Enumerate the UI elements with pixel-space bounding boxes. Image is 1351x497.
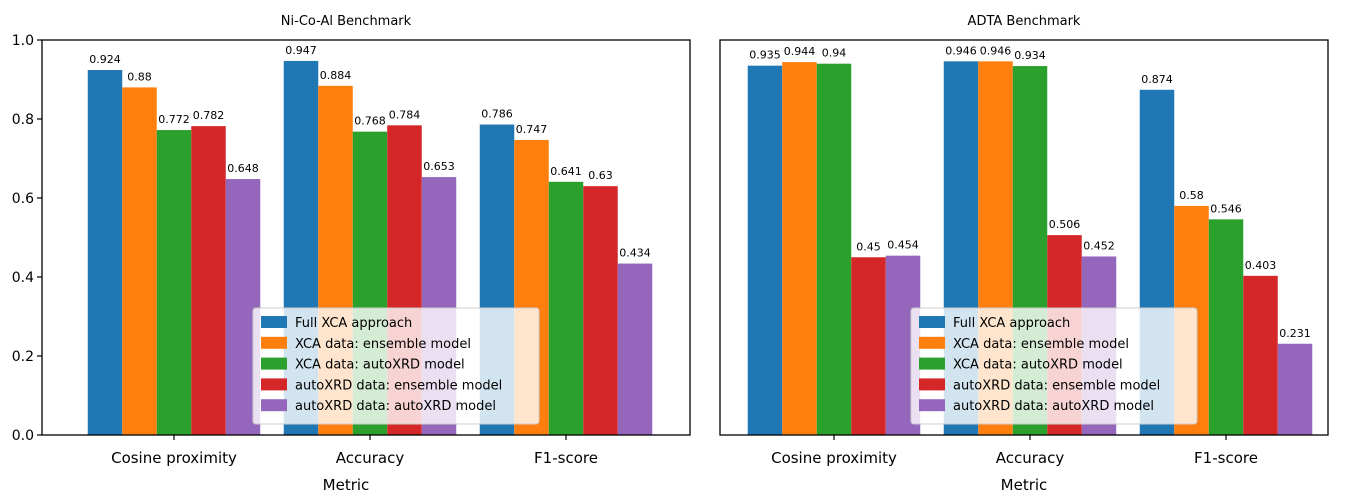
bar-value-label: 0.786 <box>481 108 513 121</box>
legend-swatch <box>261 357 287 370</box>
legend-label: autoXRD data: autoXRD model <box>953 399 1154 414</box>
legend-swatch <box>919 357 945 370</box>
bar-value-label: 0.231 <box>1279 327 1311 340</box>
legend-swatch <box>919 378 945 391</box>
x-tick-label: F1-score <box>1194 449 1258 467</box>
legend-label: XCA data: ensemble model <box>295 337 471 352</box>
chart-title: Ni-Co-Al Benchmark <box>281 14 412 29</box>
legend-label: Full XCA approach <box>953 316 1070 331</box>
legend-swatch <box>261 336 287 349</box>
legend-box <box>252 307 540 425</box>
y-tick-label: 0.4 <box>12 270 34 286</box>
bar-value-label: 0.924 <box>89 53 121 66</box>
chart-title: ADTA Benchmark <box>968 14 1081 29</box>
y-tick-label: 1.0 <box>12 33 34 49</box>
bar-value-label: 0.772 <box>158 113 190 126</box>
bar <box>1208 219 1244 435</box>
x-axis-label: Metric <box>323 476 370 494</box>
bar-value-label: 0.454 <box>887 239 919 252</box>
bar-value-label: 0.546 <box>1210 202 1242 215</box>
bar-value-label: 0.935 <box>749 49 781 62</box>
bar <box>816 63 852 435</box>
bar <box>87 70 123 436</box>
bar-value-label: 0.947 <box>285 44 317 57</box>
x-tick-label: F1-score <box>534 449 598 467</box>
axes-frame <box>41 39 691 436</box>
bar-value-label: 0.94 <box>822 47 847 60</box>
bar-value-label: 0.452 <box>1083 239 1115 252</box>
x-tick-label: Accuracy <box>336 449 405 467</box>
bar-value-label: 0.944 <box>784 45 816 58</box>
bar <box>1243 275 1278 435</box>
legend-swatch <box>261 316 287 328</box>
axes-frame <box>719 39 1329 436</box>
bar-value-label: 0.768 <box>354 115 386 128</box>
legend-label: XCA data: autoXRD model <box>295 358 465 373</box>
x-tick-label: Cosine proximity <box>771 449 897 467</box>
x-axis-label: Metric <box>1001 476 1048 494</box>
bar-value-label: 0.884 <box>320 69 352 82</box>
chart-panel-adta: ADTA Benchmark 0.935 0.946 0.874 0.944 0.946… <box>719 14 1329 494</box>
bar-value-label: 0.874 <box>1141 73 1173 86</box>
chart-panel-ni-co-al: Ni-Co-Al Benchmark 0.924 0.947 0.786 0.88 0.… <box>12 14 691 494</box>
plot-area: 0.935 0.946 0.874 0.944 0.946 0.58 0.94 0.934 0.… <box>719 39 1329 467</box>
bar-value-label: 0.648 <box>227 162 259 175</box>
bar <box>583 186 618 435</box>
bar-value-label: 0.784 <box>389 108 421 121</box>
legend-swatch <box>919 399 945 412</box>
legend-label: autoXRD data: ensemble model <box>953 378 1160 393</box>
bar <box>156 130 192 435</box>
bar-value-label: 0.434 <box>619 247 651 260</box>
x-tick-label: Accuracy <box>996 449 1065 467</box>
bar-value-label: 0.641 <box>550 165 582 178</box>
bar-value-label: 0.45 <box>856 240 881 253</box>
bar-value-label: 0.506 <box>1049 218 1081 231</box>
bar-value-label: 0.946 <box>945 44 977 57</box>
bar-value-label: 0.934 <box>1014 49 1046 62</box>
legend-swatch <box>919 336 945 349</box>
bar <box>782 62 817 436</box>
bar-value-label: 0.88 <box>127 70 152 83</box>
legend-label: XCA data: ensemble model <box>953 337 1129 352</box>
bar-value-label: 0.782 <box>193 109 225 122</box>
bar <box>548 181 584 435</box>
bar <box>851 257 886 435</box>
legend-label: autoXRD data: ensemble model <box>295 378 502 393</box>
bar <box>191 126 226 436</box>
bar-value-label: 0.403 <box>1245 259 1277 272</box>
bar-value-label: 0.747 <box>516 123 548 136</box>
legend-swatch <box>261 399 287 412</box>
legend-swatch <box>261 378 287 391</box>
y-tick-label: 0.2 <box>12 349 34 365</box>
bar <box>617 263 653 435</box>
y-tick-label: 0.8 <box>12 112 34 128</box>
y-tick-label: 0.0 <box>12 428 34 444</box>
bar <box>747 65 783 436</box>
x-tick-label: Cosine proximity <box>111 449 237 467</box>
y-tick-label: 0.6 <box>12 191 34 207</box>
bar-value-label: 0.58 <box>1179 189 1204 202</box>
bar-value-label: 0.63 <box>588 169 613 182</box>
legend-label: autoXRD data: autoXRD model <box>295 399 496 414</box>
legend-label: Full XCA approach <box>295 316 412 331</box>
legend-label: XCA data: autoXRD model <box>953 358 1123 373</box>
bar-value-label: 0.653 <box>423 160 455 173</box>
legend-swatch <box>919 316 945 328</box>
legend-box <box>910 307 1198 425</box>
bar <box>122 87 157 436</box>
bar <box>1277 343 1313 435</box>
bar-value-label: 0.946 <box>980 44 1012 57</box>
